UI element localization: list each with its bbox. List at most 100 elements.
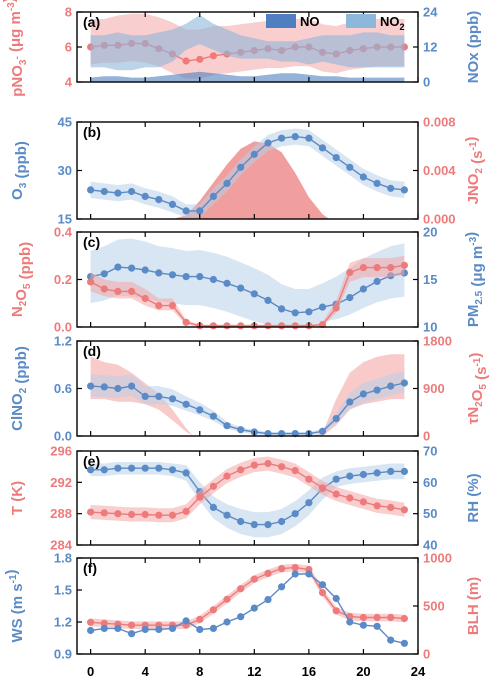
data-point xyxy=(100,466,108,474)
data-point xyxy=(332,304,340,312)
data-point xyxy=(359,470,367,479)
data-point xyxy=(196,55,204,63)
data-point xyxy=(100,270,108,278)
data-point xyxy=(250,575,258,583)
series-band-0 xyxy=(90,354,405,436)
data-point xyxy=(237,426,245,434)
right-tick-label: 24 xyxy=(423,5,438,20)
left-tick-label: 284 xyxy=(50,538,72,553)
x-tick-label: 0 xyxy=(87,664,94,679)
data-point xyxy=(196,625,204,634)
data-point xyxy=(209,322,217,330)
data-point xyxy=(182,57,190,65)
data-point xyxy=(141,192,149,200)
data-point xyxy=(332,475,340,483)
data-point xyxy=(114,287,122,295)
data-point xyxy=(373,613,381,622)
left-tick-label: 4 xyxy=(65,75,73,90)
data-point xyxy=(168,200,177,208)
data-point xyxy=(278,322,286,330)
left-tick-label: 0.2 xyxy=(54,272,72,287)
data-point xyxy=(387,184,395,192)
data-point xyxy=(87,278,95,286)
right-axis-title: BLH (m) xyxy=(465,577,482,635)
data-point xyxy=(209,503,217,511)
series-band-no2 xyxy=(90,14,405,71)
data-point xyxy=(237,163,245,171)
right-tick-label: 40 xyxy=(423,538,437,553)
data-point xyxy=(168,271,177,279)
panel-f: 0.9 1.2 1.5 1.8 0 500 1000 (f) xyxy=(54,551,452,662)
x-tick-label: 12 xyxy=(247,664,261,679)
data-point xyxy=(182,207,190,215)
right-tick-label: 900 xyxy=(423,381,445,396)
left-tick-label: 288 xyxy=(50,506,72,521)
x-tick-label: 8 xyxy=(196,664,203,679)
data-point xyxy=(155,625,163,634)
data-point xyxy=(264,322,272,330)
data-point xyxy=(87,508,95,516)
data-point xyxy=(223,472,231,480)
data-point xyxy=(237,322,245,330)
data-point xyxy=(237,466,245,474)
left-tick-label: 0.0 xyxy=(54,429,72,444)
data-point xyxy=(291,133,299,141)
data-point xyxy=(209,52,217,60)
data-point xyxy=(155,302,163,310)
data-point xyxy=(100,619,108,627)
data-point xyxy=(182,273,190,281)
data-point xyxy=(400,379,408,387)
legend-swatch-no xyxy=(266,14,296,28)
data-point xyxy=(223,179,231,187)
data-point xyxy=(100,624,108,633)
x-tick-label: 20 xyxy=(356,664,370,679)
left-tick-label: 296 xyxy=(50,444,72,459)
data-point xyxy=(87,626,95,635)
data-point xyxy=(346,618,354,626)
right-tick-label: 20 xyxy=(423,225,437,240)
data-point xyxy=(373,179,381,187)
right-axis-title: τN2O5 (s-1) xyxy=(465,353,490,425)
legend-label: NO xyxy=(300,14,320,29)
data-point xyxy=(291,570,299,578)
left-axis-title: T (K) xyxy=(9,481,26,515)
data-point xyxy=(182,469,190,477)
right-tick-label: 500 xyxy=(423,599,445,614)
data-point xyxy=(332,607,340,615)
right-tick-label: 0 xyxy=(423,429,430,444)
uncertainty-band xyxy=(90,255,405,327)
data-point xyxy=(346,494,354,502)
data-point xyxy=(400,639,408,647)
data-point xyxy=(141,625,149,634)
data-point xyxy=(196,615,204,624)
data-point xyxy=(305,499,313,507)
data-point xyxy=(128,382,136,390)
right-tick-label: 0.008 xyxy=(423,115,456,130)
data-point xyxy=(100,509,108,517)
data-point xyxy=(250,150,258,158)
data-point xyxy=(373,386,381,394)
data-point xyxy=(182,400,190,408)
data-point xyxy=(223,511,231,519)
data-point xyxy=(250,461,258,469)
data-point xyxy=(114,510,122,518)
data-point xyxy=(237,517,245,526)
left-axis-title: N2O5 (ppb) xyxy=(9,242,34,317)
data-point xyxy=(387,503,395,511)
panel-label: (f) xyxy=(83,560,97,576)
data-point xyxy=(250,290,258,298)
data-point xyxy=(128,621,136,629)
data-point xyxy=(346,472,354,480)
data-point xyxy=(305,308,313,316)
data-point xyxy=(278,134,286,142)
data-point xyxy=(264,296,272,304)
data-point xyxy=(114,624,122,633)
data-point xyxy=(155,196,163,204)
right-tick-label: 10 xyxy=(423,320,437,335)
data-point xyxy=(209,482,217,490)
data-point xyxy=(264,459,272,468)
left-axis-title: O3 (ppb) xyxy=(9,141,30,200)
left-tick-label: 0.9 xyxy=(54,647,72,662)
data-point xyxy=(387,613,395,622)
uncertainty-band xyxy=(90,456,405,523)
